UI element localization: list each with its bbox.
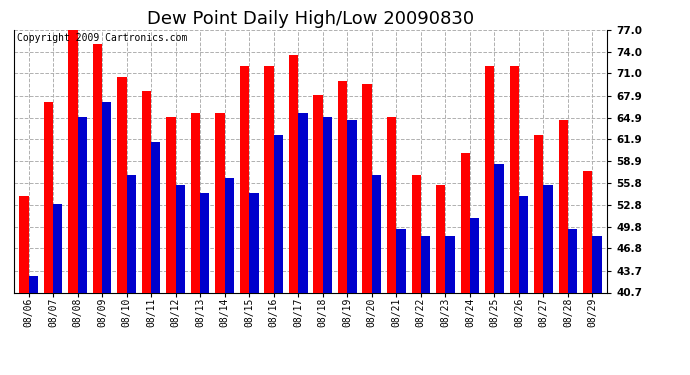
- Bar: [313, 95, 323, 292]
- Bar: [470, 218, 479, 292]
- Bar: [495, 164, 504, 292]
- Bar: [43, 102, 53, 292]
- Bar: [338, 81, 347, 292]
- Bar: [411, 175, 421, 292]
- Bar: [28, 276, 38, 292]
- Bar: [191, 113, 200, 292]
- Bar: [421, 236, 430, 292]
- Bar: [274, 135, 283, 292]
- Bar: [142, 92, 151, 292]
- Bar: [289, 55, 298, 292]
- Bar: [568, 229, 578, 292]
- Bar: [77, 117, 87, 292]
- Bar: [559, 120, 568, 292]
- Bar: [534, 135, 544, 292]
- Bar: [176, 186, 185, 292]
- Bar: [298, 113, 308, 292]
- Bar: [92, 45, 102, 292]
- Bar: [102, 102, 111, 292]
- Bar: [215, 113, 225, 292]
- Bar: [200, 193, 210, 292]
- Bar: [396, 229, 406, 292]
- Bar: [583, 171, 593, 292]
- Bar: [593, 236, 602, 292]
- Bar: [387, 117, 396, 292]
- Bar: [240, 66, 249, 292]
- Text: Copyright 2009 Cartronics.com: Copyright 2009 Cartronics.com: [17, 33, 187, 43]
- Bar: [166, 117, 176, 292]
- Bar: [323, 117, 332, 292]
- Bar: [19, 196, 28, 292]
- Bar: [544, 186, 553, 292]
- Bar: [53, 204, 62, 292]
- Bar: [362, 84, 372, 292]
- Bar: [436, 186, 445, 292]
- Bar: [151, 142, 161, 292]
- Bar: [264, 66, 274, 292]
- Bar: [347, 120, 357, 292]
- Bar: [126, 175, 136, 292]
- Bar: [225, 178, 234, 292]
- Bar: [372, 175, 381, 292]
- Bar: [249, 193, 259, 292]
- Bar: [460, 153, 470, 292]
- Bar: [519, 196, 529, 292]
- Bar: [485, 66, 495, 292]
- Bar: [117, 77, 126, 292]
- Title: Dew Point Daily High/Low 20090830: Dew Point Daily High/Low 20090830: [147, 10, 474, 28]
- Bar: [445, 236, 455, 292]
- Bar: [68, 30, 77, 292]
- Bar: [510, 66, 519, 292]
